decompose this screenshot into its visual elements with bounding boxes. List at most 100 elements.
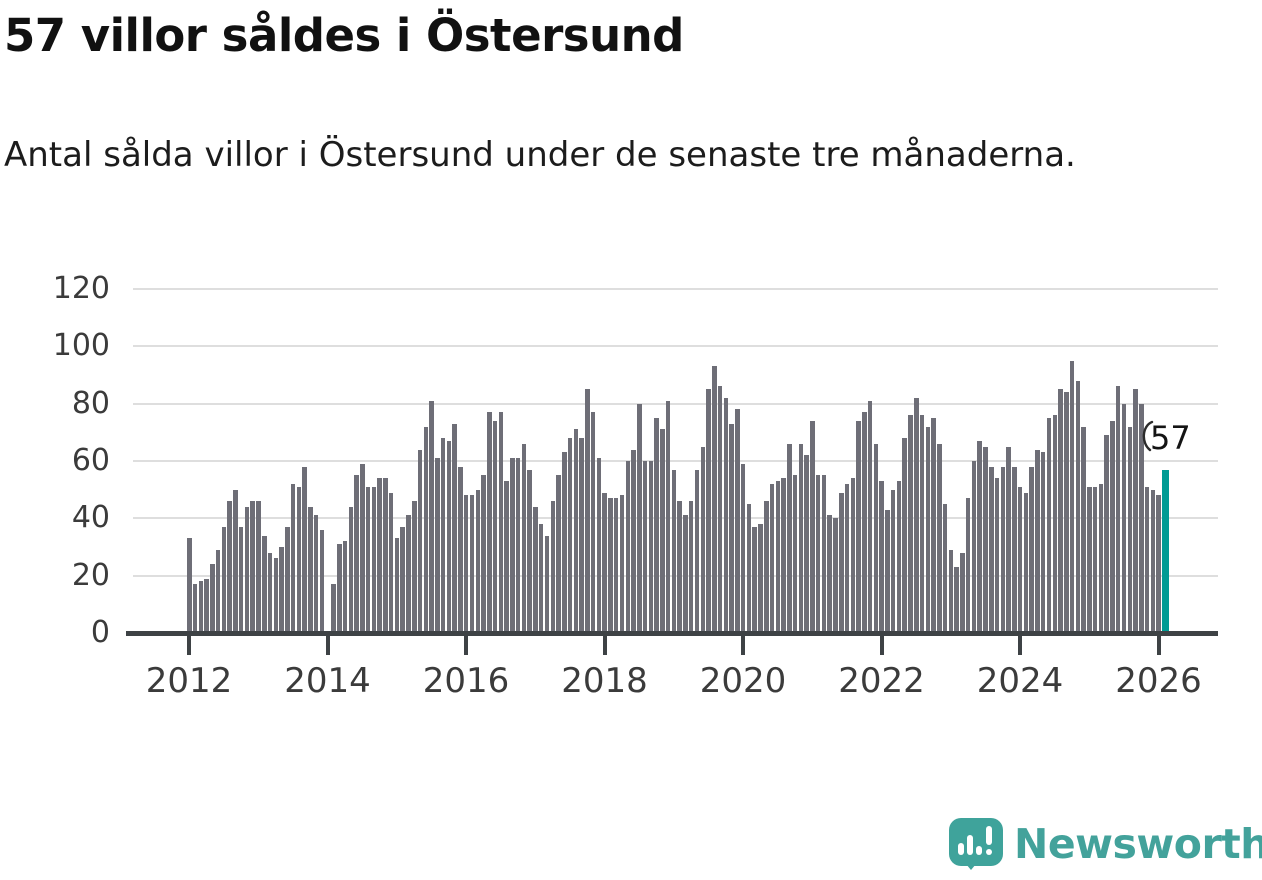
bar [544, 535, 550, 633]
bar [856, 420, 861, 633]
bar [1064, 392, 1069, 633]
bar [1156, 495, 1161, 633]
bar [850, 478, 856, 633]
x-axis-tick-label: 2016 [422, 661, 510, 701]
bar [729, 423, 734, 633]
bar [660, 429, 665, 633]
bar [1110, 420, 1115, 633]
bar [527, 469, 532, 633]
bar [187, 538, 192, 633]
bar [723, 397, 729, 633]
bar [619, 495, 625, 633]
bar [735, 409, 740, 633]
bar [244, 506, 250, 633]
bar [1115, 386, 1121, 633]
bar [1092, 486, 1098, 633]
bar [221, 526, 227, 633]
x-axis-tick [325, 636, 330, 655]
bar [562, 452, 567, 633]
bar [688, 501, 694, 633]
x-axis-tick-label: 2014 [284, 661, 371, 701]
bar [319, 529, 325, 633]
y-gridline [133, 460, 1218, 462]
x-axis-tick-label: 2024 [976, 661, 1064, 701]
x-axis-tick-label: 2022 [838, 661, 925, 701]
bar [867, 400, 873, 633]
bar [1121, 403, 1127, 633]
x-axis-tick-label: 2026 [1115, 661, 1202, 701]
annotation-value-label: 57 [1150, 419, 1191, 457]
exclamation-stem [986, 826, 992, 845]
x-axis-tick [1018, 636, 1022, 655]
bar [810, 420, 815, 633]
bar [550, 501, 555, 633]
bar [844, 483, 850, 633]
bar [273, 558, 279, 633]
bar [1098, 483, 1104, 633]
bar [1006, 446, 1011, 633]
bar [210, 564, 215, 633]
x-axis-tick [602, 636, 607, 655]
bar [648, 461, 654, 633]
exclamation-dot [986, 849, 992, 855]
annotation-leader-line [1142, 420, 1154, 452]
bar [452, 423, 457, 633]
bar [717, 386, 723, 633]
x-axis-tick [879, 636, 884, 655]
bar [1081, 426, 1086, 633]
x-axis-tick-label: 2020 [699, 661, 787, 701]
bar [492, 420, 498, 633]
bar [1046, 418, 1052, 633]
x-axis-line [126, 631, 1218, 636]
bar [1029, 466, 1034, 633]
bar [885, 509, 890, 633]
bar [469, 495, 475, 633]
bar [556, 475, 561, 633]
bar [758, 524, 763, 633]
bar [423, 426, 429, 633]
bar [740, 463, 746, 633]
bar [342, 541, 348, 633]
bar [1000, 466, 1006, 633]
bar [383, 478, 388, 633]
y-axis-tick-label: 40 [71, 500, 110, 536]
y-axis-tick-label: 20 [71, 557, 110, 593]
bar [533, 506, 538, 633]
bar [989, 466, 994, 633]
bar [440, 438, 446, 633]
bar [233, 489, 238, 633]
bar [712, 366, 717, 633]
bar [613, 498, 619, 633]
x-axis-tick [1156, 636, 1161, 655]
chart-subtitle: Antal sålda villor i Östersund under de … [4, 135, 1076, 175]
bar [227, 501, 232, 633]
bar [1133, 389, 1138, 633]
x-axis-tick [187, 636, 191, 655]
bar [538, 524, 544, 633]
bar [700, 446, 706, 633]
y-axis-tick-label: 100 [52, 328, 110, 364]
bar [775, 481, 781, 633]
bar [781, 478, 786, 633]
bar [792, 475, 798, 633]
bar [983, 446, 988, 633]
bar [815, 475, 821, 633]
bar [798, 443, 804, 633]
bar [971, 461, 977, 633]
bar [694, 469, 700, 633]
bar [302, 466, 307, 633]
bar [360, 463, 365, 633]
bar [919, 415, 925, 633]
bar [746, 504, 752, 633]
x-axis-tick [464, 636, 468, 655]
bar [804, 455, 809, 633]
bar [977, 440, 982, 633]
bar [262, 535, 267, 633]
bar [354, 475, 359, 633]
bar [238, 526, 244, 633]
bar [827, 515, 832, 633]
y-axis-tick-label: 60 [71, 443, 110, 478]
bar [215, 549, 221, 633]
x-axis-tick-label: 2018 [561, 661, 648, 701]
